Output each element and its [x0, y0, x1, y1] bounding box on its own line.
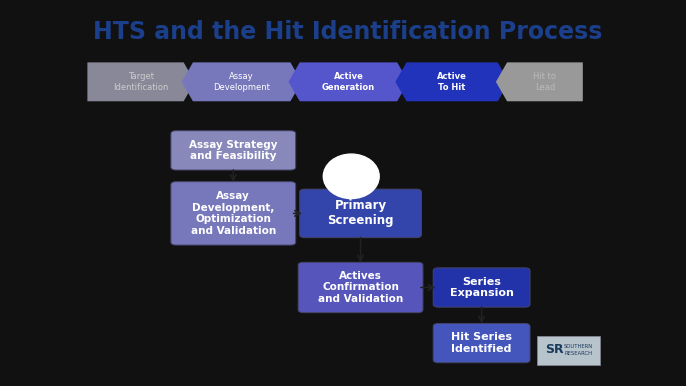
Text: Actives
Confirmation
and Validation: Actives Confirmation and Validation [318, 271, 403, 304]
Polygon shape [496, 63, 583, 101]
Text: Assay Strategy
and Feasibility: Assay Strategy and Feasibility [189, 140, 278, 161]
FancyBboxPatch shape [171, 182, 296, 245]
Text: Hit to
Lead: Hit to Lead [534, 72, 556, 91]
Text: Primary
Screening: Primary Screening [327, 200, 394, 227]
FancyBboxPatch shape [171, 131, 296, 170]
Text: Active
Generation: Active Generation [322, 72, 375, 91]
Text: Target
Identification: Target Identification [113, 72, 169, 91]
Ellipse shape [323, 154, 379, 198]
FancyBboxPatch shape [433, 268, 530, 307]
Text: Hit Series
Identified: Hit Series Identified [451, 332, 512, 354]
Polygon shape [395, 63, 509, 101]
Text: RESEARCH: RESEARCH [564, 351, 592, 356]
Polygon shape [289, 63, 408, 101]
FancyBboxPatch shape [298, 262, 423, 313]
Text: Series
Expansion: Series Expansion [450, 277, 514, 298]
FancyBboxPatch shape [433, 323, 530, 363]
Polygon shape [87, 63, 195, 101]
Text: Assay
Development: Assay Development [213, 72, 270, 91]
Text: Assay
Development,
Optimization
and Validation: Assay Development, Optimization and Vali… [191, 191, 276, 236]
FancyBboxPatch shape [300, 189, 421, 238]
Text: SR: SR [545, 343, 563, 356]
Polygon shape [182, 63, 302, 101]
Text: Active
To Hit: Active To Hit [437, 72, 467, 91]
Text: HTS and the Hit Identification Process: HTS and the Hit Identification Process [93, 20, 603, 44]
Text: SOUTHERN: SOUTHERN [564, 344, 593, 349]
FancyBboxPatch shape [537, 337, 600, 364]
